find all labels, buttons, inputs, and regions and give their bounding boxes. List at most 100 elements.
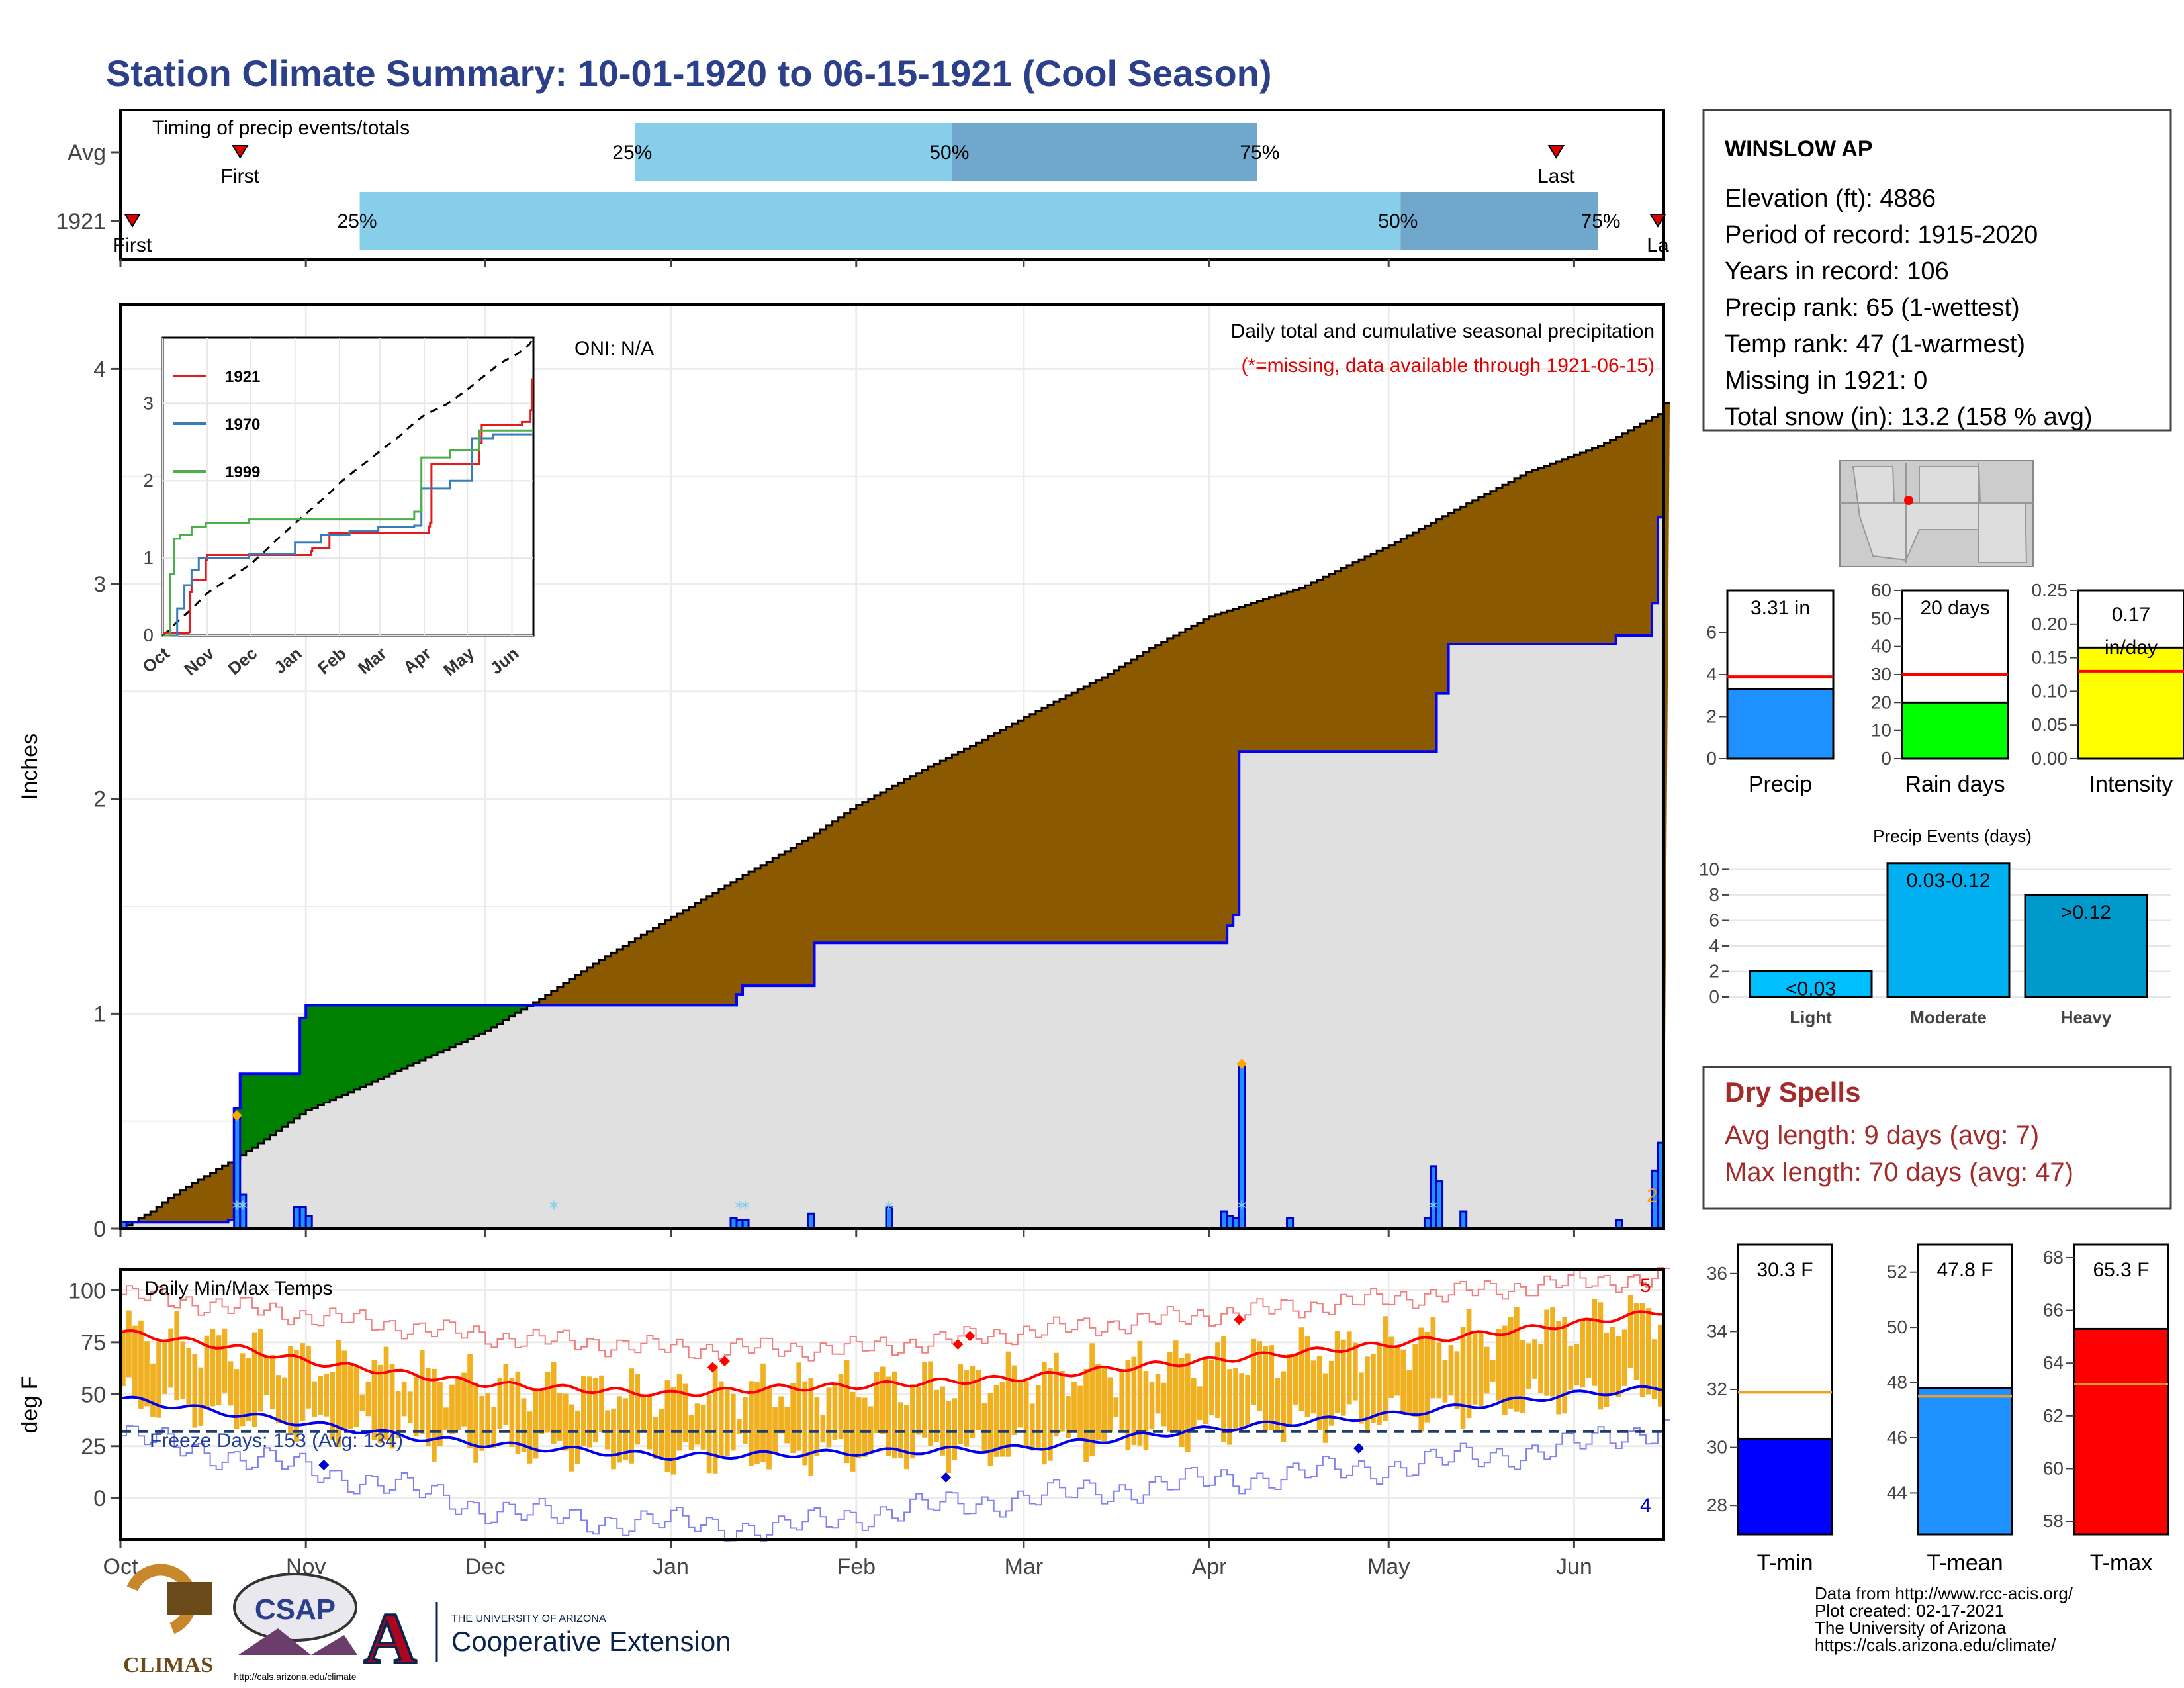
avg-tmin-line — [120, 1385, 1664, 1462]
summary-bar — [1726, 688, 1835, 760]
daily-temp-bar — [760, 1363, 766, 1463]
timing-bar-q3 — [952, 123, 1257, 181]
daily-temp-bar — [186, 1348, 192, 1405]
temp-ytick-label: 75 — [81, 1331, 106, 1356]
daily-temp-bar — [1610, 1326, 1615, 1395]
daily-temp-bar — [300, 1343, 305, 1421]
daily-temp-bar — [653, 1417, 659, 1459]
timing-bar-q2 — [359, 192, 1401, 250]
temp-summary-ytick-label: 52 — [1887, 1262, 1907, 1282]
daily-temp-bar — [796, 1362, 802, 1451]
daily-temp-bar — [419, 1350, 425, 1435]
daily-temp-bar — [844, 1360, 850, 1464]
daily-temp-bar — [1633, 1303, 1639, 1380]
dry-spells-title: Dry Spells — [1725, 1076, 1860, 1107]
daily-temp-bar — [1490, 1360, 1496, 1382]
summary-value-unit: in/day — [2105, 637, 2158, 659]
daily-temp-bar — [892, 1371, 897, 1459]
daily-temp-bar — [868, 1406, 874, 1454]
daily-temp-bar — [946, 1401, 952, 1474]
daily-temp-bar — [1137, 1340, 1143, 1446]
record-high-line — [120, 1267, 1670, 1362]
temp-heading: Daily Min/Max Temps — [144, 1278, 333, 1299]
daily-temp-bar — [1502, 1325, 1508, 1415]
daily-temp-bar — [216, 1335, 222, 1405]
daily-temp-bar — [365, 1382, 371, 1417]
daily-temp-bar — [1245, 1374, 1250, 1425]
timing-last-label: Last — [1537, 165, 1575, 187]
daily-temp-bar — [1412, 1344, 1418, 1417]
daily-temp-bar — [1077, 1385, 1083, 1440]
station-info-line: Total snow (in): 13.2 (158 % avg) — [1725, 403, 2093, 431]
events-ytick-label: 2 — [1709, 961, 1719, 981]
timing-pct50: 50% — [1378, 211, 1418, 232]
temp-summary-ytick-label: 28 — [1707, 1495, 1727, 1515]
daily-temp-bar — [1107, 1377, 1113, 1432]
temp-ytick-label: 100 — [68, 1278, 106, 1303]
daily-temp-bar — [1472, 1332, 1478, 1405]
daily-temp-bar — [1304, 1336, 1310, 1417]
daily-temp-bar — [934, 1389, 939, 1442]
climas-logo-text: CLIMAS — [123, 1653, 213, 1677]
timing-bar-q2 — [635, 123, 952, 181]
daily-temp-bar — [347, 1365, 353, 1429]
missing-note: (*=missing, data available through 1921-… — [1241, 355, 1655, 377]
daily-temp-bar — [485, 1393, 491, 1448]
summary-ytick-label: 0.25 — [2032, 580, 2068, 600]
temp-summary-ytick-label: 36 — [1707, 1263, 1727, 1284]
timing-pct25: 25% — [338, 211, 377, 232]
daily-temp-bar — [880, 1366, 886, 1434]
daily-temp-bar — [371, 1360, 377, 1440]
summary-bars: 0 2 4 6 3.31 in Precip 0 10 20 30 40 50 60 20 days Rai… — [1706, 580, 2184, 797]
daily-temp-bar — [1454, 1351, 1460, 1409]
daily-temp-bar — [605, 1410, 610, 1450]
inset-ytick-label: 3 — [143, 393, 154, 413]
temp-summary-ytick-label: 68 — [2043, 1247, 2064, 1268]
summary-ytick-label: 0.10 — [2032, 680, 2068, 701]
daily-temp-bar — [174, 1311, 180, 1401]
daily-temp-bar — [712, 1364, 718, 1474]
daily-temp-bar — [886, 1376, 891, 1456]
daily-temp-bar — [1281, 1371, 1287, 1442]
summary-ytick-label: 60 — [1871, 580, 1891, 600]
inset-ytick-label: 1 — [143, 547, 154, 568]
daily-temp-bar — [144, 1341, 150, 1407]
daily-temp-bar — [814, 1397, 820, 1456]
precip-corner-count: 2 — [1647, 1185, 1658, 1207]
daily-temp-bar — [1383, 1316, 1388, 1421]
climas-logo-block — [167, 1582, 212, 1615]
daily-temp-bar — [377, 1364, 383, 1444]
daily-temp-bar — [1179, 1358, 1185, 1447]
temp-ytick-label: 25 — [81, 1434, 106, 1460]
temp-summary-ytick-label: 60 — [2043, 1458, 2064, 1478]
daily-temp-bar — [802, 1381, 808, 1466]
daily-temp-bar — [1227, 1369, 1232, 1445]
precip-ytick-label: 4 — [93, 357, 106, 382]
record-high-marker — [719, 1356, 730, 1367]
daily-temp-bar — [251, 1332, 257, 1427]
daily-temp-bar — [425, 1368, 431, 1447]
daily-temp-bar — [1191, 1378, 1197, 1430]
daily-temp-bar — [318, 1376, 323, 1415]
daily-temp-bar — [1149, 1382, 1155, 1430]
daily-temp-bar — [1203, 1359, 1208, 1425]
inset-series-line — [163, 433, 533, 637]
daily-temp-bar — [1263, 1346, 1269, 1432]
daily-temp-bar — [629, 1368, 634, 1464]
daily-temp-bar — [856, 1397, 862, 1458]
csap-logo: CSAP http://cals.arizona.edu/climate — [233, 1573, 357, 1682]
daily-temp-bar — [772, 1407, 778, 1453]
daily-temp-bar — [1167, 1352, 1173, 1432]
daily-temp-bar — [1615, 1336, 1621, 1397]
daily-temp-bar — [706, 1395, 712, 1474]
daily-temp-bar — [150, 1363, 156, 1417]
summary-ytick-label: 0.00 — [2032, 748, 2068, 769]
summary-value-label: 20 days — [1920, 597, 1989, 619]
daily-temp-bar — [269, 1354, 275, 1410]
ua-logo: A THE UNIVERSITY OF ARIZONA Cooperative … — [363, 1597, 731, 1680]
daily-temp-bar — [1346, 1331, 1352, 1405]
temp-summary-label: T-min — [1757, 1550, 1813, 1575]
daily-temp-bar — [263, 1356, 269, 1395]
